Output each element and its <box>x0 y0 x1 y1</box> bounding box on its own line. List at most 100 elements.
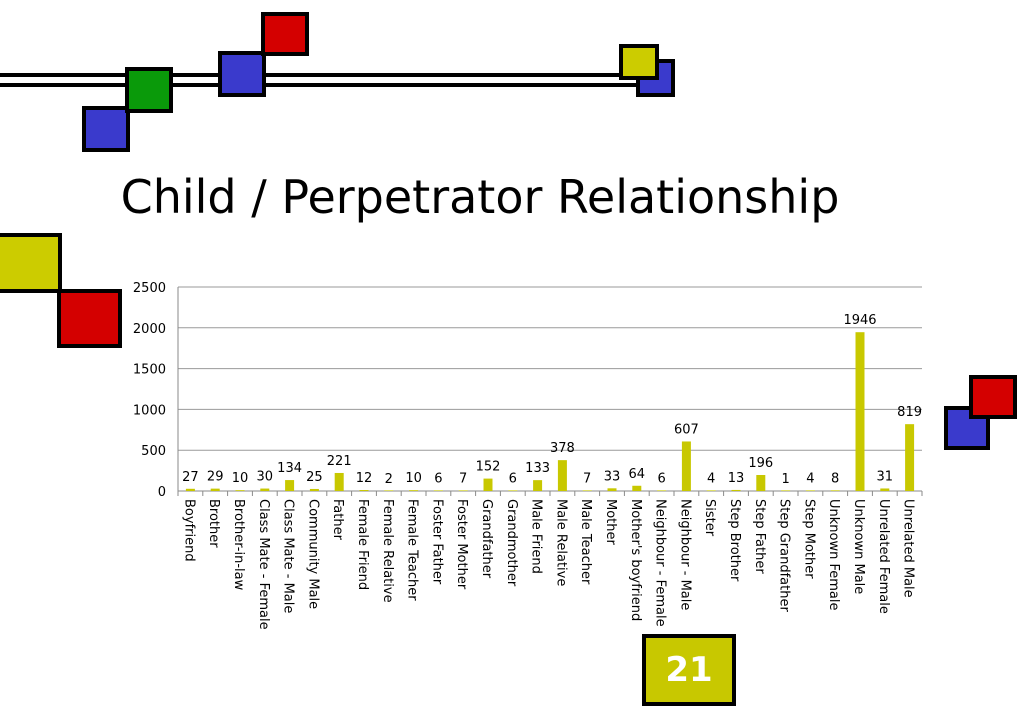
x-tick-label: Female Teacher <box>405 499 420 601</box>
bar <box>409 490 419 491</box>
y-tick-label: 2000 <box>133 322 166 337</box>
data-label: 1946 <box>843 313 876 328</box>
data-label: 6 <box>434 472 442 487</box>
bar <box>657 490 667 491</box>
bar <box>384 490 394 491</box>
data-label: 7 <box>459 471 467 486</box>
x-tick-label: Class Mate - Male <box>281 499 296 613</box>
x-tick-label: Male Relative <box>553 499 568 586</box>
data-label: 4 <box>707 472 715 487</box>
y-tick-label: 1500 <box>133 363 166 378</box>
x-tick-label: Neighbour - Male <box>677 499 692 610</box>
data-label: 12 <box>356 471 373 486</box>
x-tick-label: Unknown Male <box>851 499 866 594</box>
bar <box>334 472 344 491</box>
bar <box>582 490 592 491</box>
green-square <box>125 67 173 113</box>
yellow-square <box>0 233 62 293</box>
data-label: 133 <box>525 461 550 476</box>
data-label: 6 <box>509 472 517 487</box>
data-label: 2 <box>385 472 393 487</box>
data-label: 378 <box>550 441 575 456</box>
data-label: 7 <box>583 471 591 486</box>
y-tick-label: 500 <box>141 444 166 459</box>
red-square <box>261 12 309 56</box>
data-label: 221 <box>327 454 352 469</box>
y-tick-label: 0 <box>158 485 166 500</box>
bar <box>185 488 195 491</box>
bar <box>855 332 865 491</box>
x-tick-label: Community Male <box>305 499 320 609</box>
bar <box>607 488 617 491</box>
slide-title: Child / Perpetrator Relationship <box>120 170 840 224</box>
data-label: 64 <box>629 467 646 482</box>
bar <box>781 490 791 491</box>
data-label: 134 <box>277 461 302 476</box>
data-label: 13 <box>728 471 745 486</box>
red-square <box>57 289 122 348</box>
header-rule-lines <box>0 73 660 87</box>
x-tick-label: Unrelated Male <box>901 499 916 598</box>
data-label: 10 <box>232 471 249 486</box>
x-tick-label: Brother-in-law <box>231 499 246 591</box>
data-label: 1 <box>781 472 789 487</box>
x-tick-label: Grandmother <box>504 499 519 587</box>
data-label: 4 <box>806 472 814 487</box>
bar <box>805 490 815 491</box>
x-tick-label: Male Teacher <box>578 499 593 585</box>
data-label: 6 <box>657 472 665 487</box>
data-label: 25 <box>306 470 323 485</box>
bar <box>359 490 369 491</box>
y-tick-label: 2500 <box>133 281 166 296</box>
y-tick-label: 1000 <box>133 403 166 418</box>
bar <box>458 490 468 491</box>
data-label: 30 <box>257 470 274 485</box>
x-tick-label: Step Mother <box>801 499 816 579</box>
bar <box>905 424 915 491</box>
x-tick-label: Male Friend <box>529 499 544 574</box>
x-tick-label: Mother <box>603 499 618 546</box>
x-tick-label: Step Father <box>752 499 767 574</box>
bar <box>235 490 245 491</box>
bar <box>260 488 270 491</box>
x-tick-label: Step Grandfather <box>777 499 792 612</box>
bar <box>285 480 295 491</box>
bar <box>731 489 741 491</box>
x-tick-label: Unrelated Female <box>876 499 891 614</box>
x-tick-label: Boyfriend <box>181 499 196 562</box>
data-label: 27 <box>182 470 199 485</box>
bar <box>632 485 642 491</box>
data-label: 607 <box>674 422 699 437</box>
data-label: 33 <box>604 469 621 484</box>
x-tick-label: Father <box>330 499 345 541</box>
x-tick-label: Grandfather <box>479 499 494 579</box>
x-tick-label: Brother <box>206 499 221 548</box>
bar <box>483 478 493 491</box>
x-tick-label: Foster Mother <box>454 499 469 590</box>
x-tick-label: Unknown Female <box>826 499 841 610</box>
bar <box>309 488 319 491</box>
x-tick-label: Foster Father <box>429 499 444 585</box>
data-label: 8 <box>831 471 839 486</box>
x-tick-label: Female Relative <box>380 499 395 603</box>
bar <box>681 441 691 491</box>
bar <box>557 460 567 491</box>
x-tick-label: Sister <box>702 499 717 537</box>
x-tick-label: Female Friend <box>355 499 370 590</box>
red-square <box>969 375 1017 419</box>
data-label: 31 <box>877 469 894 484</box>
blue-square <box>218 51 266 97</box>
x-tick-label: Class Mate - Female <box>256 499 271 630</box>
bar <box>533 480 543 491</box>
yellow-square <box>619 44 659 80</box>
page-number: 21 <box>665 650 713 690</box>
x-tick-label: Mother's boyfriend <box>628 499 643 621</box>
bar <box>706 490 716 491</box>
bar <box>433 490 443 491</box>
data-label: 196 <box>748 456 773 471</box>
bar <box>756 475 766 491</box>
bar <box>830 490 840 491</box>
bar <box>210 488 220 491</box>
